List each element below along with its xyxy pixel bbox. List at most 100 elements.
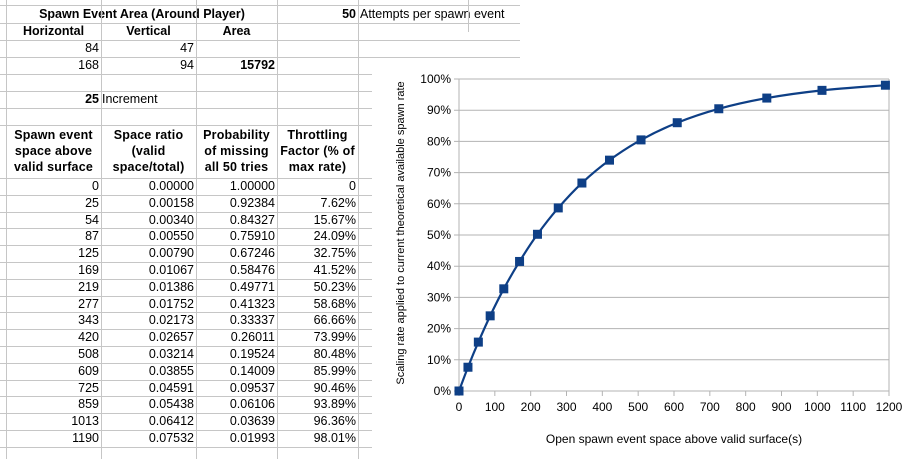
table-cell[interactable]: 41.52%	[313, 263, 356, 277]
spawn-area-title[interactable]: Spawn Event Area (Around Player)	[39, 7, 245, 21]
table-cell[interactable]: 15.67%	[313, 212, 356, 227]
table-cell[interactable]: 0.33337	[229, 313, 275, 328]
data-point	[714, 104, 724, 114]
table-cell[interactable]: 0.00790	[148, 246, 194, 261]
table-cell[interactable]: 0.92384	[229, 195, 275, 210]
x-tick-label: 1000	[804, 400, 831, 414]
table-cell[interactable]: 508	[78, 347, 99, 361]
table-cell[interactable]: 0.02657	[148, 330, 194, 345]
table-cell[interactable]: 32.75%	[313, 246, 356, 261]
horizontal-1[interactable]: 84	[85, 41, 99, 55]
attempts-value[interactable]: 50	[342, 7, 356, 21]
table-cell[interactable]: 0.58476	[229, 263, 275, 277]
table-cell[interactable]: 0.06412	[148, 414, 194, 429]
table-cell[interactable]: 0	[92, 179, 99, 193]
table-cell[interactable]: 80.48%	[313, 347, 356, 361]
header-vertical[interactable]: Vertical	[126, 24, 171, 38]
table-cell[interactable]: 0.19524	[229, 347, 275, 361]
col-header-space[interactable]: Spawn event space above valid surface	[6, 127, 101, 178]
col-header-ratio[interactable]: Space ratio (valid space/total)	[101, 127, 196, 178]
table-cell[interactable]: 0.49771	[229, 279, 275, 294]
table-cell[interactable]: 0.26011	[230, 330, 275, 345]
table-cell[interactable]: 277	[78, 296, 99, 311]
table-cell[interactable]: 0.00340	[148, 212, 194, 227]
header-area[interactable]: Area	[222, 24, 251, 38]
row-gridline	[0, 380, 372, 381]
increment-label[interactable]: Increment	[102, 92, 158, 106]
table-cell[interactable]: 609	[78, 363, 99, 378]
table-cell[interactable]: 169	[78, 263, 99, 277]
table-cell[interactable]: 0.01386	[148, 279, 194, 294]
x-tick-label: 0	[456, 400, 463, 414]
header-line: Factor (% of	[280, 144, 355, 158]
row-gridline	[0, 346, 372, 347]
table-cell[interactable]: 0.02173	[148, 313, 194, 328]
table-cell[interactable]: 0.03639	[229, 414, 275, 429]
table-cell[interactable]: 0.75910	[229, 229, 275, 244]
row-gridline	[0, 413, 372, 414]
table-cell[interactable]: 1.00000	[229, 179, 275, 193]
table-cell[interactable]: 25	[85, 195, 99, 210]
table-cell[interactable]: 1013	[71, 414, 99, 429]
table-cell[interactable]: 125	[78, 246, 99, 261]
table-cell[interactable]: 0.67246	[229, 246, 275, 261]
col-header-throttling[interactable]: Throttling Factor (% of max rate)	[277, 127, 358, 178]
table-cell[interactable]: 0.03855	[148, 363, 194, 378]
table-cell[interactable]: 0.01993	[229, 431, 275, 445]
table-cell[interactable]: 93.89%	[313, 397, 356, 412]
table-cell[interactable]: 54	[85, 212, 99, 227]
data-point	[463, 362, 473, 372]
table-cell[interactable]: 24.09%	[313, 229, 356, 244]
vertical-1[interactable]: 47	[180, 41, 194, 55]
throttling-chart[interactable]: 0% 10% 20% 30% 40% 50% 60% 70% 80% 90% 100% 0 100 200…	[372, 62, 912, 459]
header-horizontal[interactable]: Horizontal	[22, 24, 85, 38]
table-cell[interactable]: 0.03214	[148, 347, 194, 361]
row-gridline	[0, 108, 372, 109]
table-cell[interactable]: 0.04591	[148, 380, 194, 395]
row-gridline	[0, 212, 372, 213]
table-cell[interactable]: 420	[78, 330, 99, 345]
table-cell[interactable]: 96.36%	[313, 414, 356, 429]
y-tick-label: 90%	[427, 103, 451, 117]
table-cell[interactable]: 725	[78, 380, 99, 395]
column-gridline	[468, 0, 469, 32]
y-tick-label: 70%	[427, 166, 451, 180]
table-cell[interactable]: 0.00000	[148, 179, 194, 193]
table-cell[interactable]: 0.01752	[148, 296, 194, 311]
col-header-probability[interactable]: Probability of missing all 50 tries	[196, 127, 277, 178]
table-cell[interactable]: 7.62%	[320, 195, 356, 210]
x-axis-label: Open spawn event space above valid surfa…	[546, 432, 802, 446]
table-cell[interactable]: 87	[85, 229, 99, 244]
table-cell[interactable]: 0.84327	[229, 212, 275, 227]
row-gridline	[0, 262, 372, 263]
table-cell[interactable]: 73.99%	[313, 330, 356, 345]
table-cell[interactable]: 98.01%	[313, 431, 356, 445]
table-cell[interactable]: 219	[78, 279, 99, 294]
table-cell[interactable]: 0.41323	[229, 296, 275, 311]
table-cell[interactable]: 66.66%	[313, 313, 356, 328]
table-cell[interactable]: 0.09537	[229, 380, 275, 395]
table-cell[interactable]: 0.00550	[148, 229, 194, 244]
table-cell[interactable]: 0.01067	[148, 263, 194, 277]
table-cell[interactable]: 0.00158	[148, 195, 194, 210]
attempts-label[interactable]: Attempts per spawn event	[360, 7, 505, 21]
table-cell[interactable]: 50.23%	[313, 279, 356, 294]
area-value[interactable]: 15792	[240, 58, 275, 72]
table-cell[interactable]: 1190	[72, 431, 99, 445]
table-cell[interactable]: 0.14009	[229, 363, 275, 378]
table-cell[interactable]: 85.99%	[313, 363, 356, 378]
increment-value[interactable]: 25	[85, 92, 99, 106]
table-cell[interactable]: 0.06106	[229, 397, 275, 412]
vertical-2[interactable]: 94	[180, 58, 194, 72]
table-cell[interactable]: 0	[349, 179, 356, 193]
data-point	[762, 93, 772, 103]
y-tick-label: 0%	[434, 384, 452, 398]
horizontal-2[interactable]: 168	[78, 58, 99, 72]
table-cell[interactable]: 58.68%	[313, 296, 356, 311]
table-cell[interactable]: 343	[78, 313, 99, 328]
table-cell[interactable]: 90.46%	[313, 380, 356, 395]
table-cell[interactable]: 0.07532	[148, 431, 194, 445]
table-cell[interactable]: 0.05438	[148, 397, 194, 412]
table-cell[interactable]: 859	[78, 397, 99, 412]
data-point	[454, 386, 464, 396]
